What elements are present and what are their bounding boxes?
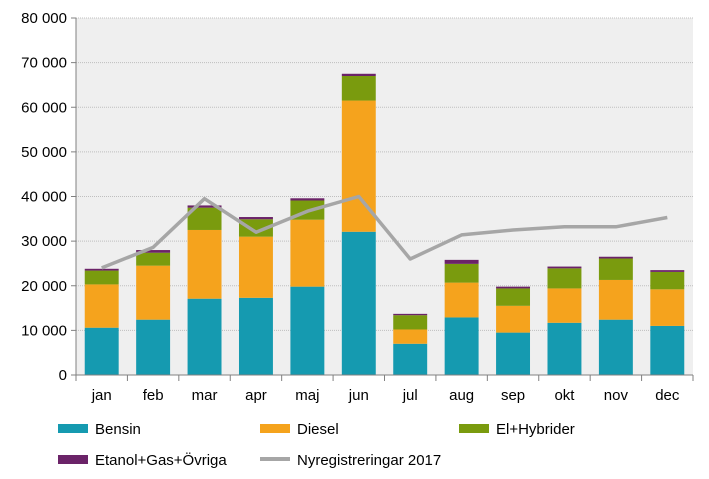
x-tick-label-aug: aug [449, 387, 474, 404]
x-tick-label-apr: apr [245, 387, 267, 404]
bar-bensin-aug [444, 317, 479, 375]
bar-el-hybrider-jul [393, 315, 428, 330]
bar-etanol-gas-vriga-jul [393, 313, 428, 316]
bar-etanol-gas-vriga-apr [238, 217, 273, 220]
bar-etanol-gas-vriga-okt [547, 266, 582, 269]
legend-label-bensin: Bensin [95, 421, 141, 438]
bar-diesel-nov [598, 279, 633, 320]
y-tick-label: 40 000 [21, 189, 67, 206]
legend-swatch-diesel [260, 424, 290, 433]
legend-item-diesel: Diesel [260, 421, 339, 438]
legend-label-diesel: Diesel [297, 421, 339, 438]
x-tick-label-mar: mar [192, 387, 218, 404]
bar-etanol-gas-vriga-nov [598, 256, 633, 259]
y-tick-label: 60 000 [21, 99, 67, 116]
bar-diesel-apr [238, 236, 273, 298]
bar-bensin-jun [341, 231, 376, 375]
x-tick-label-jan: jan [91, 387, 112, 404]
x-tick-label-nov: nov [604, 387, 629, 404]
y-tick-label: 10 000 [21, 322, 67, 339]
x-axis: jan feb mar apr maj jun jul aug sep okt nov dec [75, 374, 694, 404]
y-tick-label: 80 000 [21, 10, 67, 27]
y-tick-label: 30 000 [21, 233, 67, 250]
legend-label-el-hybrider: El+Hybrider [496, 421, 575, 438]
line-series [101, 194, 668, 270]
bar-el-hybrider-nov [598, 258, 633, 280]
legend-item-el-hybrider: El+Hybrider [459, 421, 575, 438]
bar-bensin-jul [393, 343, 428, 375]
bar-bensin-apr [238, 297, 273, 375]
x-tick-label-jul: jul [402, 387, 418, 404]
bar-diesel-jul [393, 329, 428, 344]
bar-bensin-dec [650, 325, 685, 375]
bar-etanol-gas-vriga-jun [341, 73, 376, 77]
y-tick-label: 70 000 [21, 55, 67, 72]
bar-etanol-gas-vriga-sep [496, 286, 531, 289]
bar-el-hybrider-sep [496, 288, 531, 306]
bar-etanol-gas-vriga-feb [136, 250, 171, 253]
x-tick-label-jun: jun [348, 387, 369, 404]
bar-bensin-mar [187, 298, 222, 375]
bar-diesel-aug [444, 282, 479, 318]
y-tick-label: 20 000 [21, 278, 67, 295]
legend: Bensin Diesel El+Hybrider Etanol+Gas+Övr… [58, 421, 575, 469]
legend-swatch-etanol-gas-ovriga [58, 455, 88, 464]
bar-bensin-okt [547, 322, 582, 375]
bar-diesel-okt [547, 288, 582, 323]
bar-el-hybrider-apr [238, 219, 273, 237]
bar-diesel-maj [290, 219, 325, 287]
bar-etanol-gas-vriga-maj [290, 198, 325, 201]
bar-etanol-gas-vriga-dec [650, 270, 685, 272]
bar-diesel-jan [84, 284, 119, 328]
bar-diesel-mar [187, 229, 222, 299]
bar-etanol-gas-vriga-jan [84, 268, 119, 271]
bars [84, 73, 685, 375]
legend-label-nyregistreringar: Nyregistreringar 2017 [297, 452, 441, 469]
bar-etanol-gas-vriga-aug [444, 259, 479, 264]
legend-swatch-bensin [58, 424, 88, 433]
x-tick-label-okt: okt [554, 387, 575, 404]
x-tick-label-sep: sep [501, 387, 525, 404]
x-tick-label-feb: feb [143, 387, 164, 404]
bar-diesel-feb [136, 265, 171, 320]
x-tick-label-dec: dec [655, 387, 680, 404]
gridlines [76, 17, 693, 331]
bar-bensin-maj [290, 286, 325, 375]
bar-el-hybrider-aug [444, 263, 479, 283]
bar-bensin-sep [496, 332, 531, 375]
bar-el-hybrider-okt [547, 268, 582, 289]
legend-item-etanol-gas-ovriga: Etanol+Gas+Övriga [58, 451, 227, 469]
bar-etanol-gas-vriga-mar [187, 205, 222, 208]
bar-diesel-dec [650, 289, 685, 326]
y-axis: 0 10 000 20 000 30 000 40 000 50 000 60 000 70 … [21, 10, 77, 384]
bar-diesel-sep [496, 305, 531, 333]
legend-swatch-el-hybrider [459, 424, 489, 433]
line-nyregistreringar-2017 [101, 194, 668, 270]
legend-item-nyregistreringar: Nyregistreringar 2017 [260, 452, 441, 469]
bar-bensin-jan [84, 327, 119, 375]
bar-el-hybrider-dec [650, 271, 685, 290]
bar-el-hybrider-jan [84, 270, 119, 285]
y-tick-label: 50 000 [21, 144, 67, 161]
bar-el-hybrider-feb [136, 252, 171, 266]
bar-el-hybrider-mar [187, 207, 222, 230]
x-tick-label-maj: maj [295, 387, 319, 404]
y-tick-label: 0 [59, 367, 67, 384]
bar-el-hybrider-jun [341, 76, 376, 101]
legend-item-bensin: Bensin [58, 421, 141, 438]
bar-bensin-feb [136, 319, 171, 375]
legend-label-etanol-gas-ovriga: Etanol+Gas+Övriga [95, 451, 227, 469]
bar-bensin-nov [598, 319, 633, 375]
